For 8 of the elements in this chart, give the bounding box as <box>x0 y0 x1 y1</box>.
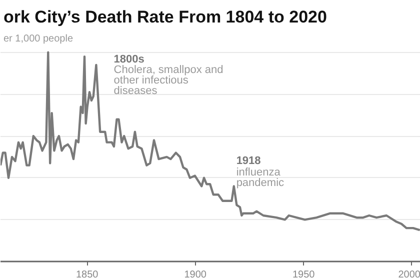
x-tick-label: 1850 <box>76 270 99 280</box>
chart-title: ork City’s Death Rate From 1804 to 2020 <box>4 8 327 26</box>
annotation: 1800s Cholera, smallpox and other infectious diseases <box>114 54 224 97</box>
y-axis-title: er 1,000 people <box>4 34 74 44</box>
x-tick-label: 1950 <box>292 270 316 280</box>
x-tick-label: 2000 <box>398 270 420 280</box>
x-tick-label: 1900 <box>184 270 207 280</box>
annotation: 1918 influenza pandemic <box>236 155 285 190</box>
